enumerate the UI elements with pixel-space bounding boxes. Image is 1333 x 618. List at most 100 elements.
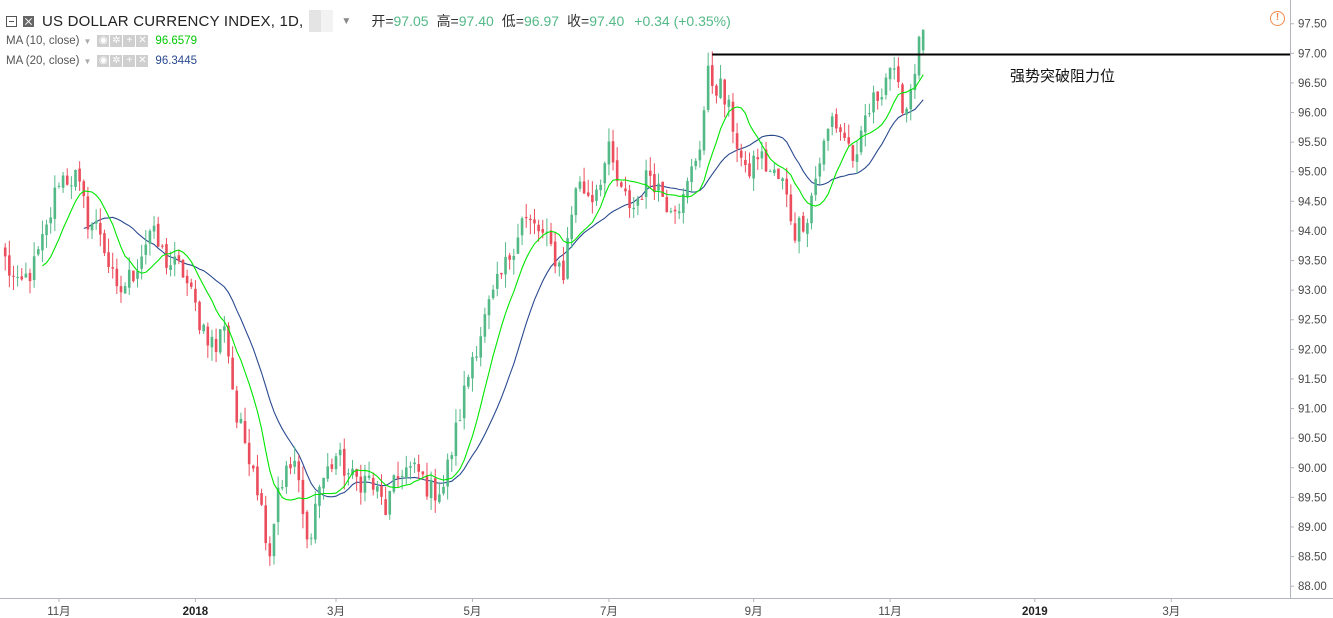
ma10-legend[interactable]: MA (10, close) ▼ ◉ ✲ + ✕ 96.6579 [6, 33, 197, 49]
plus-icon[interactable]: + [123, 55, 136, 67]
candle-body [839, 127, 842, 133]
close-icon[interactable]: ✕ [136, 55, 149, 67]
candle-body [28, 272, 32, 282]
candle-body [214, 338, 218, 353]
candle-body [731, 101, 735, 132]
candle-body [276, 487, 280, 523]
candle-body [574, 188, 578, 216]
candle-body [607, 141, 611, 165]
candle-body [735, 133, 739, 149]
candle-body [905, 108, 908, 115]
chevron-down-icon[interactable]: ▼ [341, 15, 352, 27]
candle-body [768, 171, 772, 173]
alert-icon[interactable]: ! [1270, 11, 1285, 26]
candle-body [446, 459, 449, 487]
candle-body [53, 187, 57, 219]
candle-body [264, 505, 268, 544]
candle-body [12, 275, 15, 277]
close-icon[interactable] [23, 15, 34, 27]
y-tick-label: 96.00 [1298, 108, 1327, 120]
x-tick-label: 11月 [878, 606, 901, 618]
candle-body [429, 479, 433, 499]
candle-body [82, 181, 86, 197]
candle-body [442, 486, 445, 494]
candle-body [822, 140, 826, 165]
candle-body [843, 132, 846, 138]
candle-body [297, 461, 301, 481]
chevron-down-icon[interactable]: ▼ [83, 56, 92, 66]
candle-body [45, 224, 48, 236]
candle-body [541, 229, 545, 233]
y-tick-label: 88.00 [1298, 581, 1327, 593]
candle-body [739, 150, 743, 158]
candle-body [913, 73, 917, 91]
candle-body [65, 175, 69, 185]
candle-body [165, 244, 168, 268]
candle-body [690, 166, 693, 183]
candle-body [380, 485, 383, 497]
y-tick-label: 97.00 [1298, 48, 1327, 60]
candle-body [549, 230, 553, 244]
candle-body [810, 195, 813, 224]
eye-icon[interactable]: ◉ [97, 55, 110, 67]
eye-icon[interactable]: ◉ [97, 35, 110, 47]
candle-body [591, 195, 594, 203]
candle-body [161, 245, 164, 247]
collapse-icon[interactable] [6, 15, 17, 27]
chevron-down-icon[interactable]: ▼ [83, 36, 92, 46]
candle-body [475, 356, 478, 358]
candle-body [520, 218, 524, 236]
candle-body [818, 163, 822, 177]
gear-icon[interactable]: ✲ [110, 55, 123, 67]
candle-body [777, 168, 780, 179]
candle-body [111, 267, 115, 269]
y-tick-label: 89.00 [1298, 522, 1327, 534]
candle-body [524, 216, 528, 219]
candle-body [471, 357, 474, 379]
candle-body [880, 97, 884, 100]
candle-body [148, 230, 152, 244]
symbol-thumbnail[interactable] [309, 10, 334, 32]
low-value: 低=96.97 [501, 13, 560, 29]
candle-body [450, 455, 454, 460]
candle-body [702, 110, 706, 151]
candle-body [70, 185, 73, 187]
open-value: 开=97.05 [371, 13, 429, 29]
candles [3, 29, 925, 566]
candle-body [32, 256, 36, 281]
y-tick-label: 96.50 [1298, 78, 1327, 90]
candle-body [764, 149, 768, 172]
candle-body [140, 256, 143, 269]
candle-body [268, 543, 272, 557]
candle-body [533, 219, 536, 224]
annotation-text: 强势突破阻力位 [1010, 68, 1116, 85]
candle-body [595, 189, 598, 201]
candle-body [289, 464, 292, 469]
plus-icon[interactable]: + [123, 35, 136, 47]
candle-body [152, 225, 156, 232]
candle-body [897, 66, 900, 83]
gear-icon[interactable]: ✲ [110, 35, 123, 47]
candle-body [640, 199, 644, 201]
candle-body [500, 272, 503, 275]
x-tick-label: 5月 [464, 606, 482, 618]
candle-body [318, 486, 321, 506]
candle-body [599, 184, 602, 191]
candle-body [504, 256, 507, 275]
candle-body [235, 390, 239, 423]
close-icon[interactable]: ✕ [136, 35, 149, 47]
ma20-legend[interactable]: MA (20, close) ▼ ◉ ✲ + ✕ 96.3445 [6, 53, 197, 69]
candle-body [467, 376, 470, 387]
candle-body [884, 77, 888, 96]
candle-body [723, 79, 726, 105]
ma20-value: 96.3445 [155, 55, 197, 67]
candle-body [921, 29, 925, 51]
y-tick-label: 88.50 [1298, 552, 1327, 564]
y-tick-label: 95.00 [1298, 167, 1327, 179]
candle-body [901, 84, 904, 114]
candle-body [103, 233, 106, 254]
candle-body [252, 465, 255, 469]
candle-body [326, 466, 330, 479]
candle-body [57, 185, 61, 187]
